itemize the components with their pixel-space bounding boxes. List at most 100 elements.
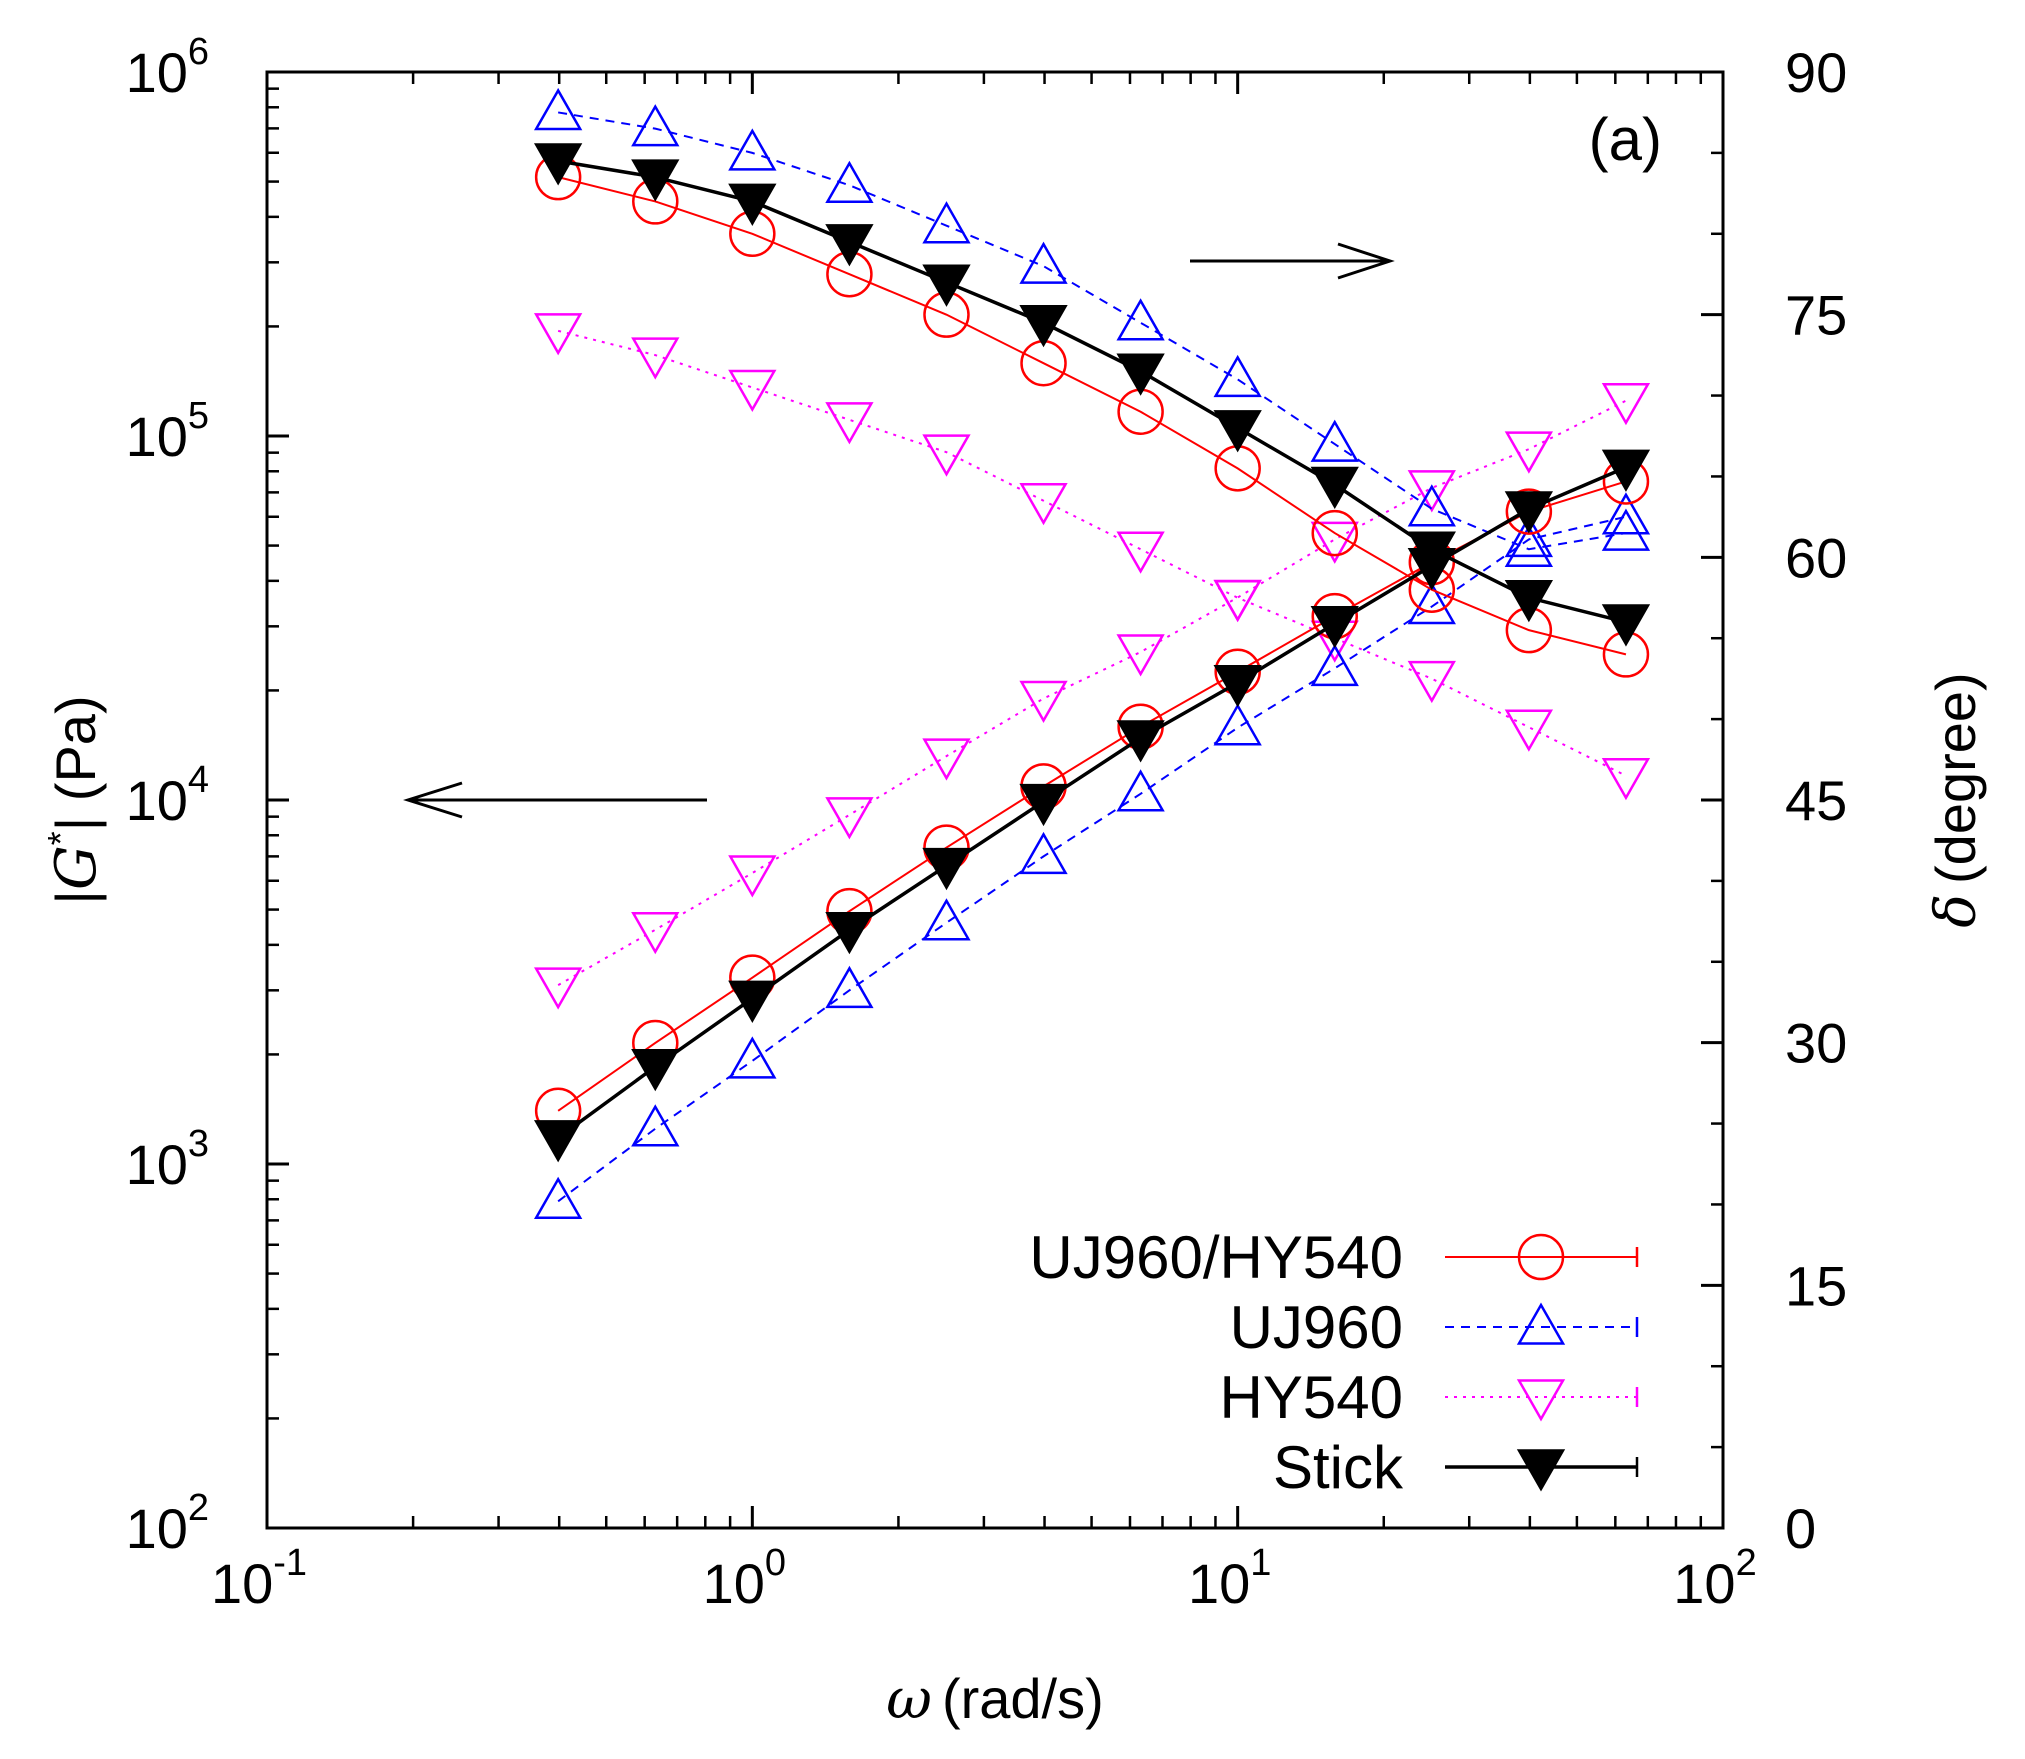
right-y-axis-symbol: δ (1924, 894, 1989, 928)
stick-modulus-point (728, 980, 777, 1023)
stick-modulus-point (533, 1120, 583, 1163)
tick-labels-layer: 10-1 100 101 102102103104105106015304560759… (126, 31, 1848, 1615)
left-y-axis-superscript: * (40, 831, 81, 845)
left-y-axis-prefix: | (44, 890, 107, 905)
arrow-left-annotation (403, 781, 707, 819)
uj960-modulus-point (533, 1176, 583, 1220)
right-y-tick-label: 75 (1785, 284, 1847, 347)
hy540-modulus-point (1019, 680, 1068, 724)
arrow-right-annotation (1190, 242, 1395, 280)
hy540-delta-point (533, 313, 583, 356)
uj960-modulus-point (1504, 514, 1554, 558)
stick-modulus-point (825, 912, 874, 955)
stick-modulus-point (1310, 605, 1359, 649)
stick-delta-point (1504, 580, 1554, 623)
hy540-delta-point (631, 337, 680, 380)
hy540-modulus-point (533, 967, 583, 1010)
right-y-tick-label: 30 (1785, 1012, 1847, 1075)
stick-modulus-point (1601, 449, 1651, 492)
stick-delta-point (631, 159, 680, 202)
hy540-delta-line (557, 329, 1627, 777)
uj960-delta-point (533, 87, 583, 131)
x-axis-title: ω (rad/s) (886, 1667, 1103, 1732)
hy540-modulus-point (1116, 634, 1165, 677)
uj960-delta-point (728, 128, 777, 171)
hy540-modulus-point (922, 738, 971, 781)
hy540-modulus-point (1601, 382, 1651, 426)
uj960-modulus-point (922, 898, 971, 941)
x-axis-symbol: ω (886, 1667, 932, 1732)
right-y-axis-unit: (degree) (1924, 672, 1987, 884)
right-y-axis-title: δ (degree) (1924, 672, 1989, 927)
stick-delta-point (728, 183, 777, 226)
uj960-delta-point (922, 201, 971, 244)
right-y-tick-label: 60 (1785, 526, 1847, 589)
uj960-delta-point (1310, 419, 1359, 462)
uj960hy540-delta-line (557, 176, 1627, 656)
hy540-delta-point (825, 402, 874, 445)
left-y-tick-exponent: 5 (188, 395, 209, 437)
uj960-modulus-point (1213, 703, 1262, 746)
x-tick-exponent: 1 (1250, 1542, 1271, 1584)
series-stick (533, 143, 1651, 1163)
uj960-delta-point (1213, 354, 1262, 398)
uj960-modulus-point (1116, 769, 1165, 812)
x-axis-unit: (rad/s) (942, 1667, 1104, 1730)
axis-ticks-layer (265, 70, 1725, 1530)
stick-delta-point (1310, 466, 1359, 510)
left-y-tick-exponent: 4 (188, 759, 209, 801)
uj960-modulus-point (1407, 582, 1456, 625)
hy540-modulus-point (1310, 521, 1359, 564)
stick-delta-point (922, 264, 971, 307)
stick-delta-point (1407, 531, 1456, 574)
right-y-tick-label: 45 (1785, 769, 1847, 832)
uj960-delta-point (1019, 241, 1068, 284)
series-layer (533, 87, 1651, 1220)
uj960-modulus-point (1019, 831, 1068, 875)
legend-marker (1517, 1233, 1565, 1281)
stick-delta-point (533, 143, 583, 186)
uj960hy540-delta-point (1311, 509, 1358, 557)
right-y-tick-label: 90 (1785, 41, 1847, 104)
uj960-delta-point (1601, 508, 1651, 551)
legend-marker (1516, 1302, 1566, 1345)
uj960-modulus-point (1310, 643, 1359, 687)
legend-label: Stick (1273, 1434, 1404, 1501)
stick-delta-point (825, 224, 874, 267)
uj960-delta-point (631, 104, 680, 147)
legend-label: HY540 (1220, 1364, 1403, 1431)
stick-modulus-point (1116, 720, 1165, 763)
legend-label: UJ960/HY540 (1029, 1224, 1403, 1291)
right-y-tick-label: 0 (1785, 1497, 1816, 1560)
stick-delta-point (1019, 305, 1068, 348)
hy540-delta-point (728, 369, 777, 412)
left-y-axis-suffix: | (Pa) (44, 695, 107, 831)
uj960-delta-line (557, 111, 1627, 551)
right-y-tick-label: 15 (1785, 1254, 1847, 1317)
hy540-delta-point (1019, 482, 1068, 526)
x-tick-exponent: 0 (765, 1542, 786, 1584)
left-y-axis-title: |G*| (Pa) (40, 695, 109, 904)
hy540-modulus-point (631, 912, 680, 955)
stick-modulus-point (1019, 783, 1068, 827)
legend-marker (1516, 1449, 1566, 1492)
hy540-delta-point (1504, 709, 1554, 752)
legend-entry-hy540: HY540 (1220, 1364, 1639, 1431)
legend-entry-uj960: UJ960 (1230, 1294, 1639, 1361)
legend-marker (1516, 1379, 1566, 1422)
plot-frame (265, 70, 1725, 1530)
left-y-tick-exponent: 2 (188, 1487, 209, 1529)
hy540-modulus-point (728, 855, 777, 898)
left-y-tick-label: 106 (126, 31, 209, 104)
uj960-delta-point (1116, 298, 1165, 341)
hy540-modulus-point (825, 797, 874, 840)
uj960hy540-modulus-point (1505, 488, 1553, 535)
hy540-delta-point (1213, 580, 1262, 623)
uj960-delta-point (1504, 524, 1554, 567)
legend-entry-stick: Stick (1273, 1434, 1639, 1501)
stick-modulus-point (1504, 491, 1554, 534)
uj960-modulus-point (825, 965, 874, 1009)
